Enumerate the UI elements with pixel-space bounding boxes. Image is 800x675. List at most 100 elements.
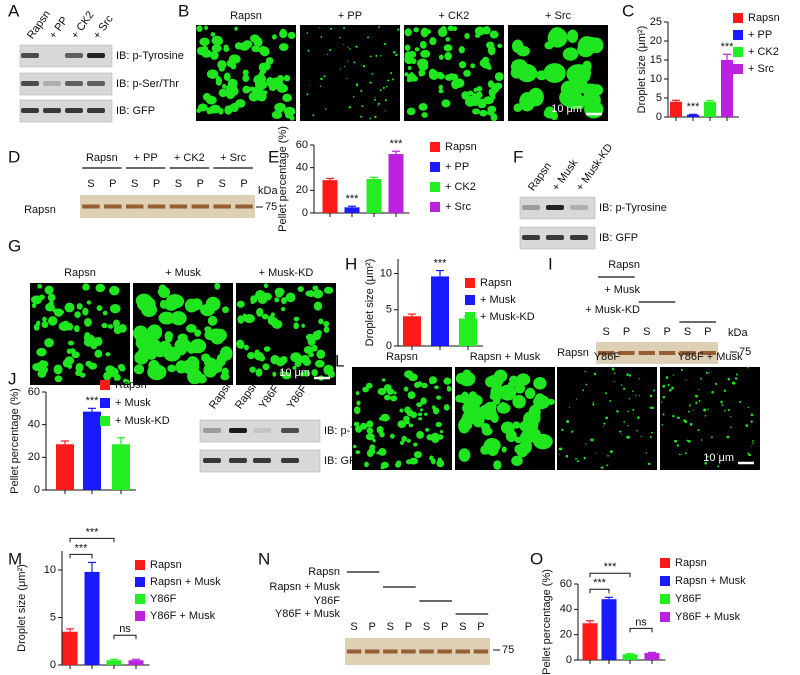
droplet bbox=[105, 352, 111, 357]
droplet bbox=[470, 63, 476, 69]
droplet bbox=[312, 114, 315, 117]
droplet bbox=[527, 87, 544, 107]
droplet bbox=[404, 44, 411, 51]
droplet bbox=[320, 36, 323, 38]
droplet bbox=[716, 453, 719, 455]
droplet bbox=[386, 85, 388, 88]
blot-band bbox=[281, 458, 299, 463]
droplet bbox=[434, 385, 439, 390]
droplet bbox=[164, 334, 173, 343]
droplet bbox=[199, 37, 210, 47]
droplet bbox=[479, 109, 488, 117]
droplet bbox=[355, 425, 363, 433]
droplet bbox=[463, 407, 479, 423]
droplet bbox=[667, 383, 670, 387]
bar bbox=[366, 179, 382, 213]
droplet bbox=[82, 307, 89, 316]
droplet bbox=[480, 445, 491, 455]
droplet bbox=[226, 59, 234, 68]
droplet bbox=[494, 72, 504, 82]
y-tick-label: 5 bbox=[386, 304, 392, 316]
droplet bbox=[437, 457, 442, 462]
lane-label: P bbox=[369, 621, 376, 633]
panel-letter: G bbox=[8, 236, 21, 255]
droplet bbox=[414, 47, 420, 52]
droplet bbox=[352, 444, 357, 449]
droplet bbox=[493, 369, 508, 383]
legend-swatch bbox=[733, 47, 743, 57]
droplet bbox=[404, 406, 411, 414]
droplet bbox=[251, 45, 258, 52]
droplet bbox=[218, 66, 225, 72]
droplet bbox=[428, 376, 438, 384]
droplet bbox=[407, 391, 416, 400]
droplet bbox=[703, 408, 707, 412]
droplet bbox=[377, 102, 381, 105]
gel-band bbox=[598, 351, 615, 355]
legend-swatch bbox=[660, 576, 670, 586]
droplet bbox=[344, 65, 346, 68]
lane-label: + Musk-KD bbox=[574, 142, 615, 194]
image-label: + Src bbox=[545, 10, 571, 22]
legend-swatch bbox=[430, 182, 440, 192]
droplet bbox=[37, 369, 47, 378]
droplet bbox=[705, 371, 709, 374]
droplet bbox=[429, 37, 437, 46]
y-tick-label: 20 bbox=[28, 451, 40, 463]
droplet bbox=[242, 69, 249, 76]
droplet bbox=[390, 395, 398, 402]
scale-bar-label: 10 μm bbox=[551, 103, 582, 115]
droplet bbox=[353, 61, 356, 64]
droplet bbox=[319, 27, 321, 29]
condition-label: Y86F + Musk bbox=[275, 608, 341, 620]
droplet bbox=[378, 26, 381, 28]
droplet bbox=[745, 424, 749, 427]
droplet bbox=[487, 80, 495, 88]
blot-band bbox=[570, 205, 588, 210]
droplet bbox=[102, 310, 108, 316]
droplet bbox=[419, 40, 427, 49]
droplet bbox=[391, 78, 394, 81]
droplet bbox=[595, 452, 597, 454]
droplet bbox=[84, 321, 90, 327]
droplet bbox=[443, 377, 452, 385]
droplet bbox=[626, 373, 629, 377]
droplet bbox=[45, 303, 55, 312]
droplet bbox=[270, 312, 276, 318]
droplet bbox=[390, 72, 393, 75]
blot-band bbox=[87, 53, 105, 58]
lane-label: P bbox=[109, 178, 116, 190]
droplet bbox=[662, 384, 666, 388]
lane-label: P bbox=[405, 621, 412, 633]
blot-band bbox=[546, 205, 564, 210]
unit-label: kDa bbox=[258, 185, 278, 197]
droplet bbox=[94, 349, 103, 358]
droplet bbox=[613, 381, 615, 383]
droplet bbox=[373, 98, 376, 101]
droplet bbox=[751, 442, 754, 445]
droplet bbox=[318, 318, 324, 325]
droplet bbox=[378, 448, 387, 456]
droplet bbox=[311, 369, 318, 377]
gel bbox=[80, 195, 255, 218]
droplet bbox=[211, 35, 223, 46]
droplet bbox=[158, 311, 175, 325]
droplet bbox=[316, 329, 322, 336]
blot-band bbox=[65, 108, 83, 113]
droplet bbox=[533, 377, 547, 390]
droplet bbox=[309, 84, 311, 86]
droplet bbox=[582, 389, 585, 392]
droplet bbox=[201, 45, 209, 53]
lane-label: S bbox=[387, 621, 394, 633]
droplet bbox=[188, 363, 198, 375]
droplet bbox=[96, 305, 103, 311]
droplet bbox=[689, 422, 693, 426]
droplet bbox=[200, 303, 215, 317]
droplet bbox=[270, 354, 280, 365]
droplet bbox=[453, 78, 465, 88]
y-tick-label: 20 bbox=[296, 184, 308, 196]
droplet bbox=[261, 313, 269, 320]
droplet bbox=[672, 414, 675, 418]
droplet bbox=[31, 303, 37, 309]
legend-label: Rapsn bbox=[748, 12, 780, 24]
